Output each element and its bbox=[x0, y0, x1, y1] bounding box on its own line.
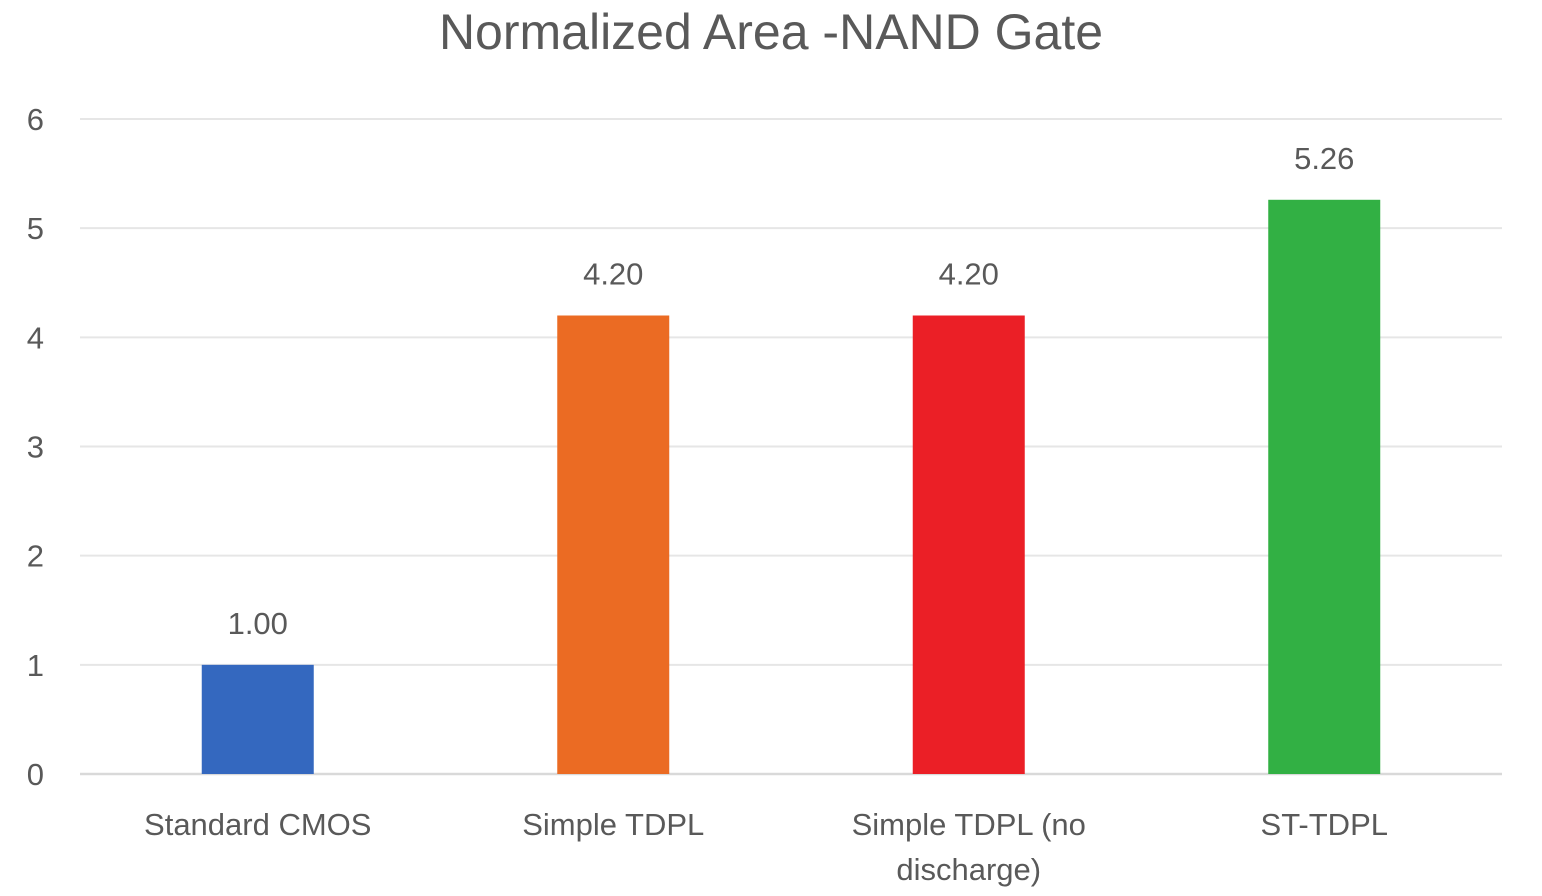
x-tick-label: ST-TDPL bbox=[1261, 807, 1388, 842]
data-label: 5.26 bbox=[1294, 141, 1354, 176]
x-tick-label: Standard CMOS bbox=[144, 807, 371, 842]
y-tick-label: 3 bbox=[27, 430, 44, 465]
y-tick-label: 1 bbox=[27, 648, 44, 683]
data-label: 1.00 bbox=[228, 606, 288, 641]
gridlines bbox=[80, 118, 1502, 776]
y-tick-label: 5 bbox=[27, 211, 44, 246]
x-axis-ticks: Standard CMOS Simple TDPL Simple TDPL (no d… bbox=[144, 807, 1388, 887]
x-tick-label: Simple TDPL (no discharge) bbox=[852, 807, 1086, 887]
bar bbox=[557, 315, 670, 774]
bar bbox=[201, 664, 314, 774]
y-tick-label: 4 bbox=[27, 320, 44, 355]
y-tick-label: 2 bbox=[27, 539, 44, 574]
data-label: 4.20 bbox=[939, 257, 999, 292]
bar bbox=[912, 315, 1025, 774]
y-axis-ticks: 0 1 2 3 4 5 6 bbox=[27, 102, 44, 792]
bars bbox=[201, 199, 1381, 775]
bar bbox=[1268, 199, 1381, 775]
data-labels: 1.00 4.20 4.20 5.26 bbox=[228, 141, 1355, 641]
data-label: 4.20 bbox=[583, 257, 643, 292]
x-tick-label: Simple TDPL bbox=[522, 807, 704, 842]
y-tick-label: 6 bbox=[27, 102, 44, 137]
y-tick-label: 0 bbox=[27, 757, 44, 792]
chart-title: Normalized Area -NAND Gate bbox=[438, 4, 1104, 60]
